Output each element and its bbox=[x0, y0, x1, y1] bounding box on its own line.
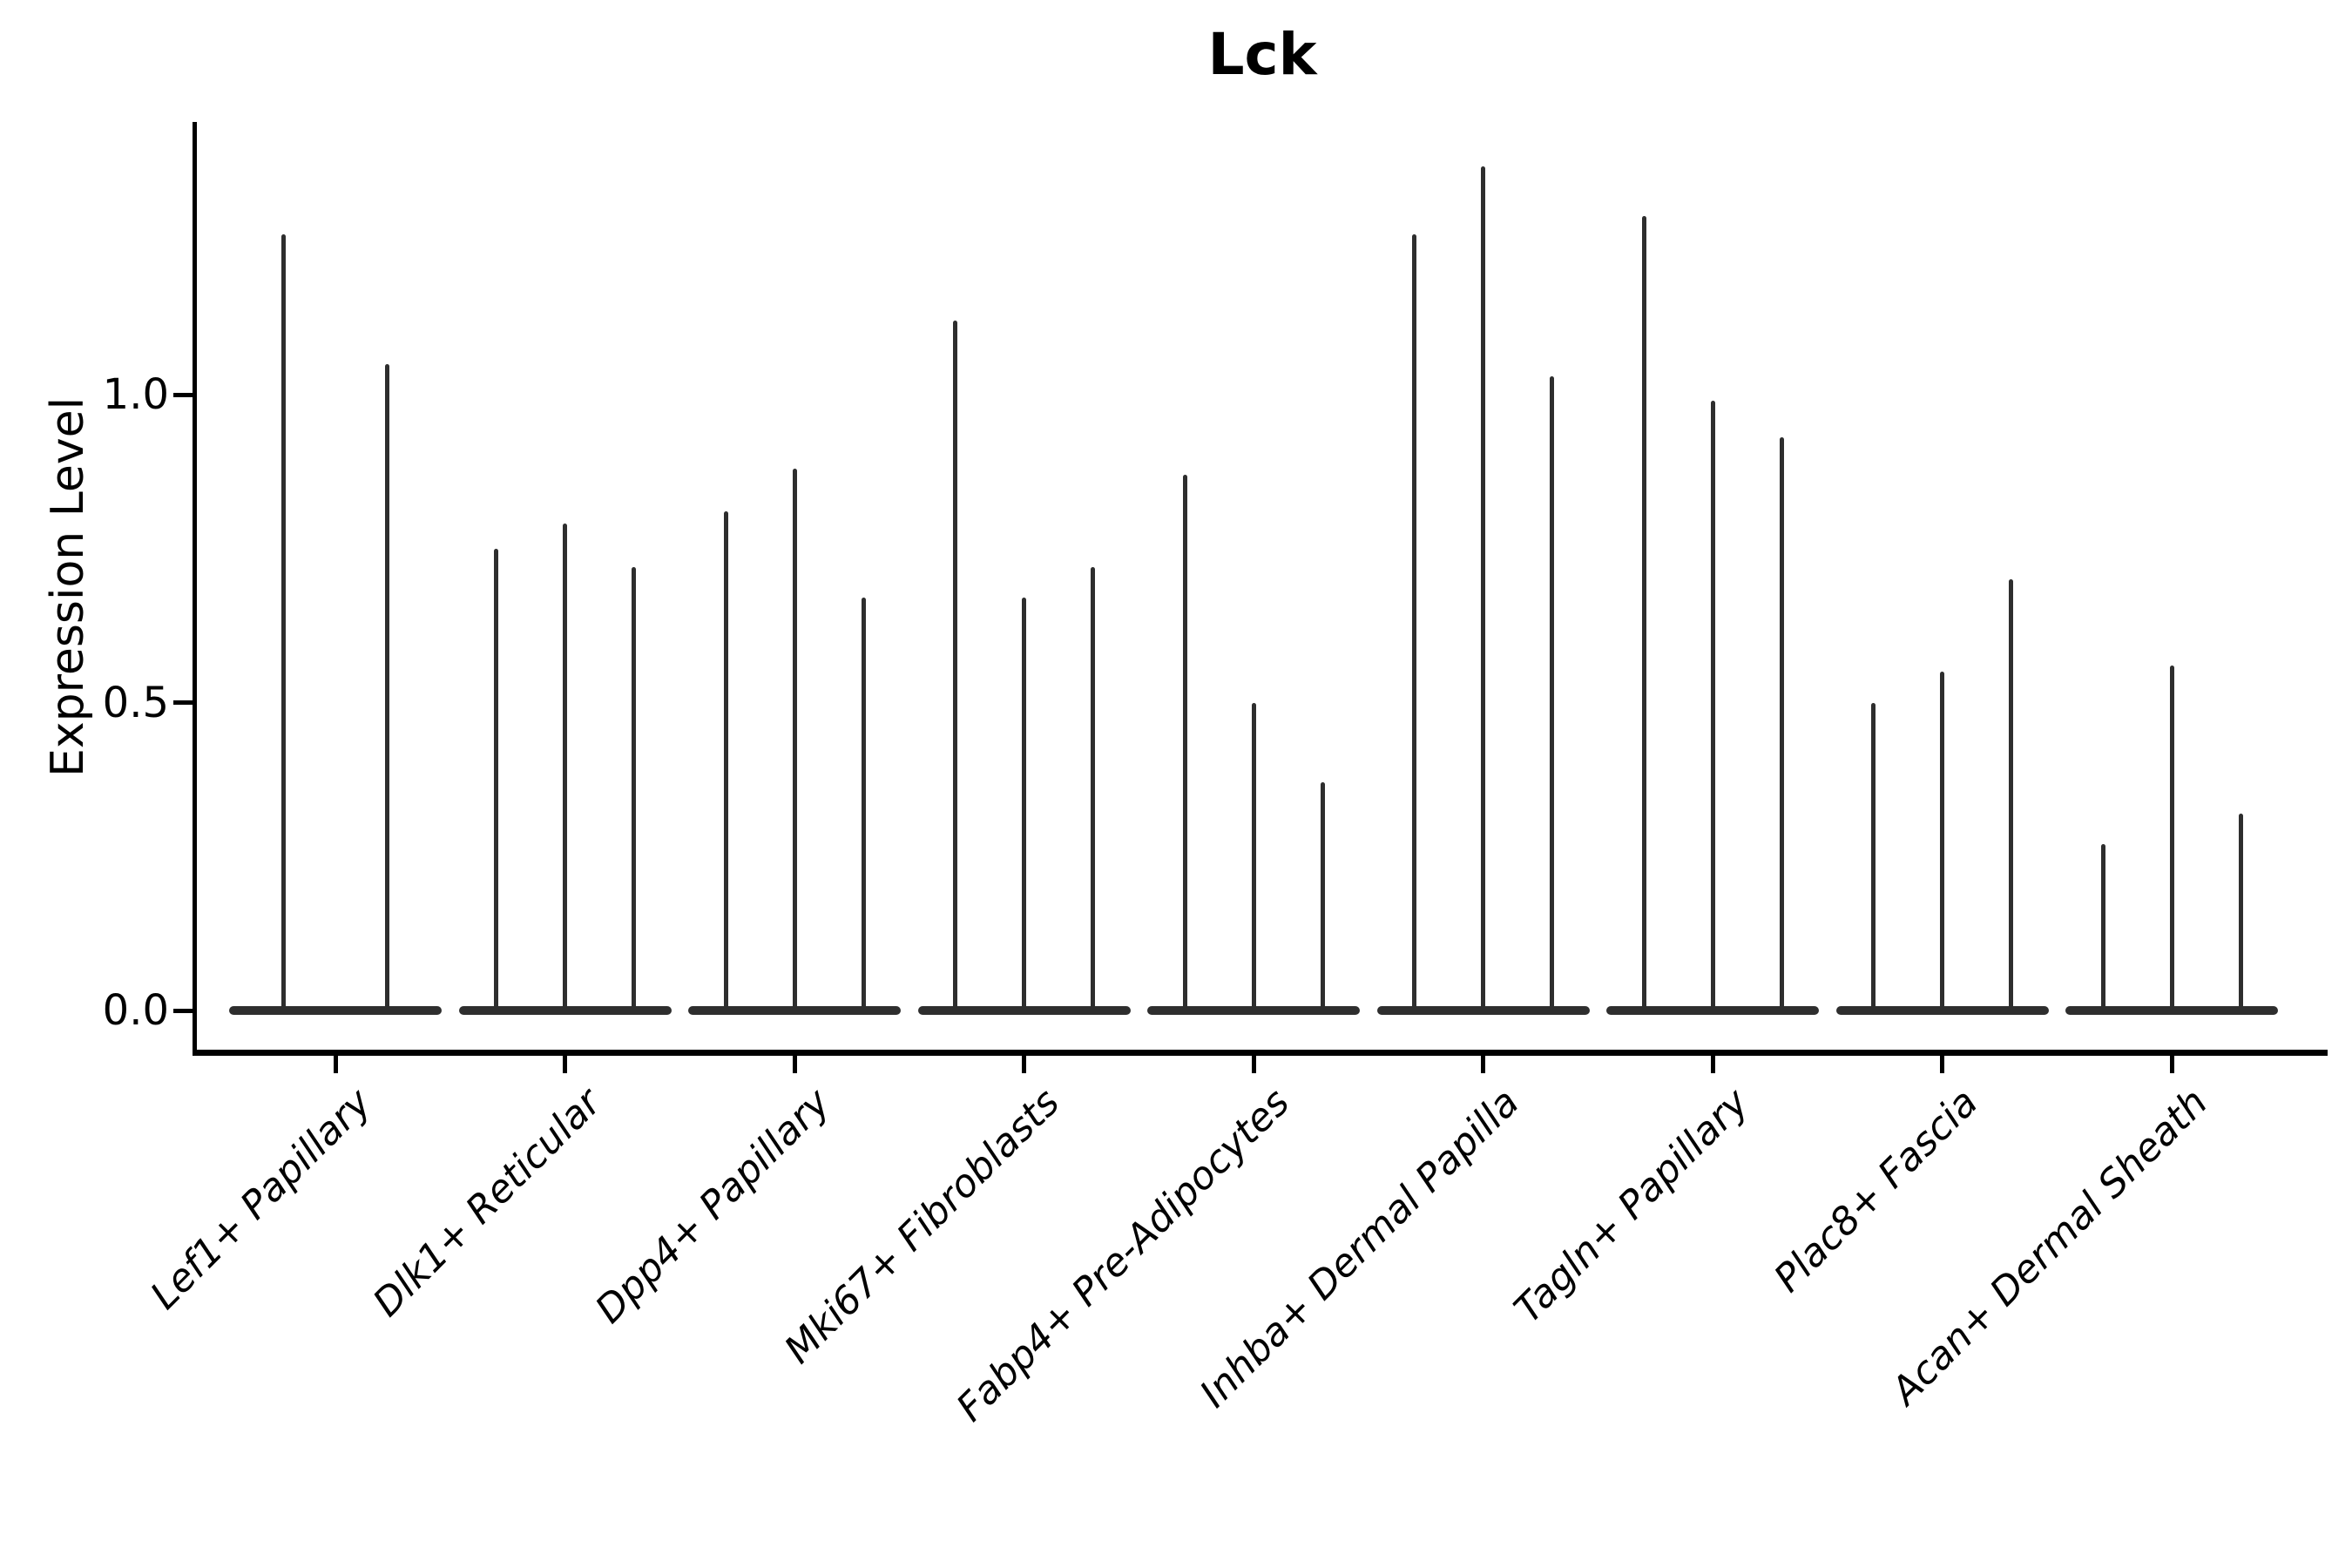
violin-spike bbox=[563, 524, 567, 1010]
violin-spike bbox=[1022, 598, 1026, 1010]
violin-spike bbox=[281, 234, 287, 1010]
violin-spike bbox=[2238, 813, 2243, 1010]
x-tick-label: Lef1+ Papillary bbox=[142, 1080, 381, 1319]
violin-spike bbox=[1091, 566, 1095, 1010]
violin-spike bbox=[1940, 672, 1944, 1010]
x-tick-mark bbox=[2169, 1056, 2174, 1073]
violin-spike bbox=[723, 511, 728, 1010]
x-tick-mark bbox=[792, 1056, 797, 1073]
violin-spike bbox=[2009, 579, 2013, 1010]
violin-spike bbox=[1412, 234, 1416, 1010]
violin-spike bbox=[792, 468, 797, 1010]
violin-spike bbox=[1251, 702, 1256, 1010]
x-tick-label: Plac8+ Fascia bbox=[1766, 1080, 1987, 1301]
x-tick-label: Dlk1+ Reticular bbox=[364, 1080, 610, 1326]
violin-base bbox=[229, 1006, 442, 1015]
violin-spike bbox=[1710, 401, 1715, 1010]
violin-base bbox=[917, 1006, 1131, 1015]
violin-spike bbox=[861, 598, 866, 1010]
y-tick-label: 0.5 bbox=[102, 678, 169, 727]
x-tick-label: Dpp4+ Papillary bbox=[587, 1080, 840, 1333]
violin-spike bbox=[632, 566, 636, 1010]
x-tick-mark bbox=[1710, 1056, 1715, 1073]
x-tick-mark bbox=[563, 1056, 567, 1073]
violin-spike bbox=[1641, 215, 1646, 1010]
x-tick-mark bbox=[1481, 1056, 1485, 1073]
violin-base bbox=[1147, 1006, 1360, 1015]
violin-spike bbox=[2100, 844, 2105, 1010]
x-axis-spine bbox=[193, 1050, 2328, 1056]
x-tick-label: Tagln+ Papillary bbox=[1505, 1080, 1758, 1332]
y-axis-spine bbox=[193, 122, 197, 1056]
violin-base bbox=[1606, 1006, 1819, 1015]
x-tick-mark bbox=[333, 1056, 338, 1073]
violin-spike bbox=[384, 363, 389, 1010]
x-tick-mark bbox=[1940, 1056, 1944, 1073]
chart-title: Lck bbox=[1207, 21, 1317, 88]
y-tick-mark bbox=[173, 1008, 193, 1013]
violin-base bbox=[1376, 1006, 1590, 1015]
violin-spike bbox=[953, 321, 957, 1010]
violin-base bbox=[2065, 1006, 2278, 1015]
x-tick-mark bbox=[1251, 1056, 1256, 1073]
y-tick-label: 0.0 bbox=[102, 986, 169, 1035]
violin-spike bbox=[1182, 474, 1187, 1010]
violin-spike bbox=[1481, 166, 1485, 1010]
violin-spike bbox=[1779, 437, 1784, 1010]
violin-spike bbox=[2169, 666, 2174, 1010]
violin-spike bbox=[1550, 375, 1554, 1010]
y-tick-mark bbox=[173, 392, 193, 397]
violin-spike bbox=[1320, 782, 1325, 1010]
violin-base bbox=[688, 1006, 901, 1015]
violin-spike bbox=[1871, 702, 1876, 1010]
violin-base bbox=[1835, 1006, 2049, 1015]
violin-spike bbox=[494, 548, 498, 1010]
y-tick-mark bbox=[173, 700, 193, 705]
violin-base bbox=[458, 1006, 672, 1015]
y-tick-label: 1.0 bbox=[102, 370, 169, 419]
x-tick-mark bbox=[1022, 1056, 1026, 1073]
